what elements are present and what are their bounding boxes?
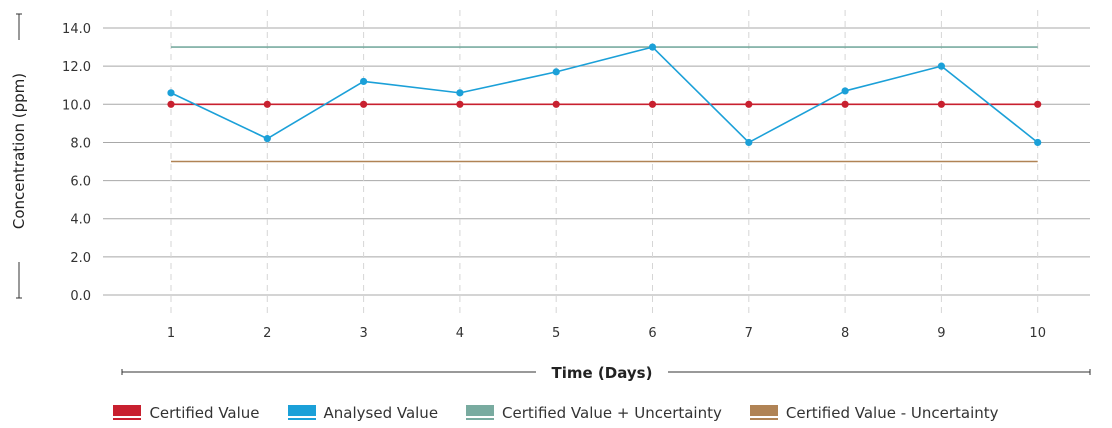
data-point xyxy=(745,100,753,108)
data-point xyxy=(841,100,849,108)
y-tick-label: 0.0 xyxy=(70,289,91,304)
data-point xyxy=(1034,100,1042,108)
x-tick-label: 6 xyxy=(648,326,656,341)
legend-item: Certified Value + Uncertainty xyxy=(466,404,722,422)
y-tick-label: 8.0 xyxy=(70,136,91,151)
x-tick-label: 10 xyxy=(1029,326,1046,341)
data-point xyxy=(167,89,175,97)
data-point xyxy=(841,87,849,95)
legend-item: Analysed Value xyxy=(287,404,439,422)
y-tick-label: 2.0 xyxy=(70,251,91,266)
legend-label: Analysed Value xyxy=(323,404,439,422)
legend-label: Certified Value + Uncertainty xyxy=(502,404,722,422)
x-axis-tick-labels: 1 2 3 4 5 6 7 8 9 10 xyxy=(167,326,1046,341)
data-point xyxy=(552,100,560,108)
legend-item: Certified Value - Uncertainty xyxy=(749,404,999,422)
data-point xyxy=(263,135,271,143)
legend-item: Certified Value xyxy=(113,404,260,422)
series-certified-value xyxy=(167,100,1042,108)
line-chart: 0.02.04.06.08.010.012.014.0 1 2 3 4 5 6 7 8 9 10 … xyxy=(10,10,1091,382)
x-tick-label: 7 xyxy=(745,326,753,341)
vertical-gridlines xyxy=(170,10,1039,318)
y-axis-title: Concentration (ppm) xyxy=(10,73,28,229)
legend-swatch xyxy=(287,405,316,421)
x-tick-label: 5 xyxy=(552,326,560,341)
data-point xyxy=(456,100,464,108)
data-point xyxy=(1034,138,1042,147)
data-point xyxy=(263,100,271,108)
legend-label: Certified Value - Uncertainty xyxy=(785,404,999,422)
legend-swatch xyxy=(113,405,142,421)
data-point xyxy=(456,89,464,97)
data-point xyxy=(937,62,946,70)
chart-legend: Certified Value Analysed Value Certified V… xyxy=(0,398,1112,428)
x-tick-label: 3 xyxy=(359,326,367,341)
y-tick-label: 4.0 xyxy=(70,213,91,228)
series-layer xyxy=(167,43,1042,163)
y-tick-label: 12.0 xyxy=(62,60,91,75)
data-point xyxy=(360,100,368,108)
data-point xyxy=(937,100,946,108)
y-tick-label: 14.0 xyxy=(62,22,91,37)
y-tick-label: 6.0 xyxy=(70,175,91,190)
series-analysed-value xyxy=(167,43,1042,147)
x-tick-label: 8 xyxy=(841,326,849,341)
x-tick-label: 9 xyxy=(937,326,945,341)
series-line xyxy=(170,46,1039,144)
data-point xyxy=(648,43,657,51)
legend-swatch xyxy=(749,405,778,421)
data-point xyxy=(648,100,657,108)
y-tick-label: 10.0 xyxy=(62,98,91,113)
y-axis-tick-labels: 0.0 2.0 4.0 6.0 8.0 10.0 12.0 14.0 xyxy=(62,22,91,304)
data-point xyxy=(552,68,560,76)
x-tick-label: 1 xyxy=(167,326,175,341)
x-tick-label: 2 xyxy=(263,326,271,341)
data-point xyxy=(745,138,753,147)
x-tick-label: 4 xyxy=(456,326,464,341)
legend-label: Certified Value xyxy=(149,404,260,422)
data-point xyxy=(360,77,368,86)
data-point xyxy=(167,100,175,108)
x-axis-title: Time (Days) xyxy=(552,364,653,382)
legend-swatch xyxy=(466,405,495,421)
